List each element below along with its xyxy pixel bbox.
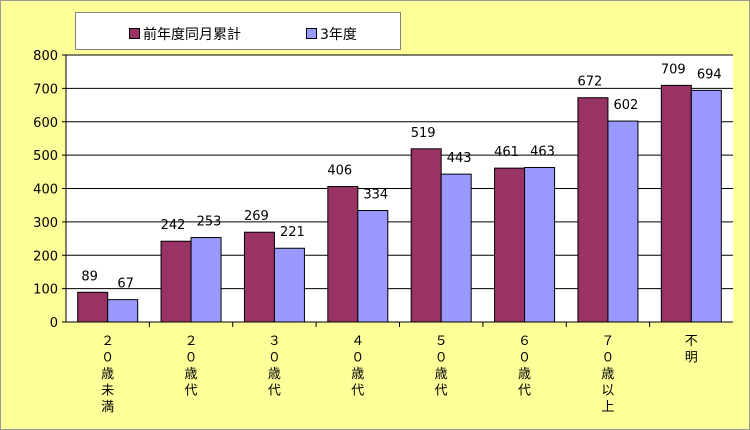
data-label-series-1: 694 [697,67,722,82]
data-label-series-1: 334 [363,188,388,203]
y-tick-label: 400 [33,183,58,198]
y-tick-label: 700 [33,82,58,97]
data-label-series-0: 269 [244,209,269,224]
y-tick-label: 500 [33,149,58,164]
bar-series-1 [357,210,389,323]
legend-label-series-0: 前年度同月累計 [143,27,241,43]
bar-series-1 [440,173,472,323]
data-label-series-1: 253 [197,215,222,230]
data-label-series-0: 89 [81,269,98,284]
y-tick-label: 600 [33,116,58,131]
y-tick-label: 0 [50,316,58,331]
bar-series-0 [243,231,275,323]
legend-swatch-series-0 [129,28,140,39]
x-tick-label: 不明 [685,334,698,366]
legend: 前年度同月累計 3年度 [75,12,401,50]
x-tick-label: ２０歳代 [185,334,198,399]
x-tick-label: ４０歳代 [351,334,364,399]
data-label-series-0: 461 [494,145,519,160]
bar-series-1 [190,237,222,323]
bar-series-1 [690,89,722,323]
bar-series-0 [160,240,192,323]
data-label-series-1: 602 [614,98,639,113]
x-tick-label: ３０歳代 [268,334,281,399]
data-label-series-0: 519 [411,126,436,141]
x-tick-label: ２０歳未満 [101,334,114,415]
data-label-series-1: 221 [280,225,305,240]
data-label-series-1: 443 [447,151,472,166]
data-label-series-0: 406 [327,163,352,178]
y-tick-label: 300 [33,216,58,231]
legend-item-series-0: 前年度同月累計 [129,24,241,44]
data-label-series-1: 67 [117,277,134,292]
bar-series-1 [524,166,556,323]
data-label-series-0: 709 [661,62,686,77]
bar-series-0 [660,84,692,323]
y-tick-label: 100 [33,283,58,298]
bar-series-0 [494,167,526,323]
data-label-series-0: 672 [578,75,603,90]
bar-series-1 [607,120,639,323]
legend-swatch-series-1 [306,28,317,39]
y-tick-label: 800 [33,49,58,64]
data-label-series-0: 242 [161,218,186,233]
data-label-series-1: 463 [530,144,555,159]
bar-series-0 [577,97,609,323]
x-tick-label: ７０歳以上 [601,334,614,415]
bar-series-0 [77,291,109,323]
y-tick-label: 200 [33,249,58,264]
bar-series-0 [327,185,359,323]
x-tick-label: ６０歳代 [518,334,531,399]
bar-series-1 [273,247,305,323]
bar-series-0 [410,148,442,323]
legend-label-series-1: 3年度 [320,27,357,43]
x-tick-label: ５０歳代 [435,334,448,399]
bar-series-1 [107,299,139,323]
legend-item-series-1: 3年度 [306,24,357,44]
